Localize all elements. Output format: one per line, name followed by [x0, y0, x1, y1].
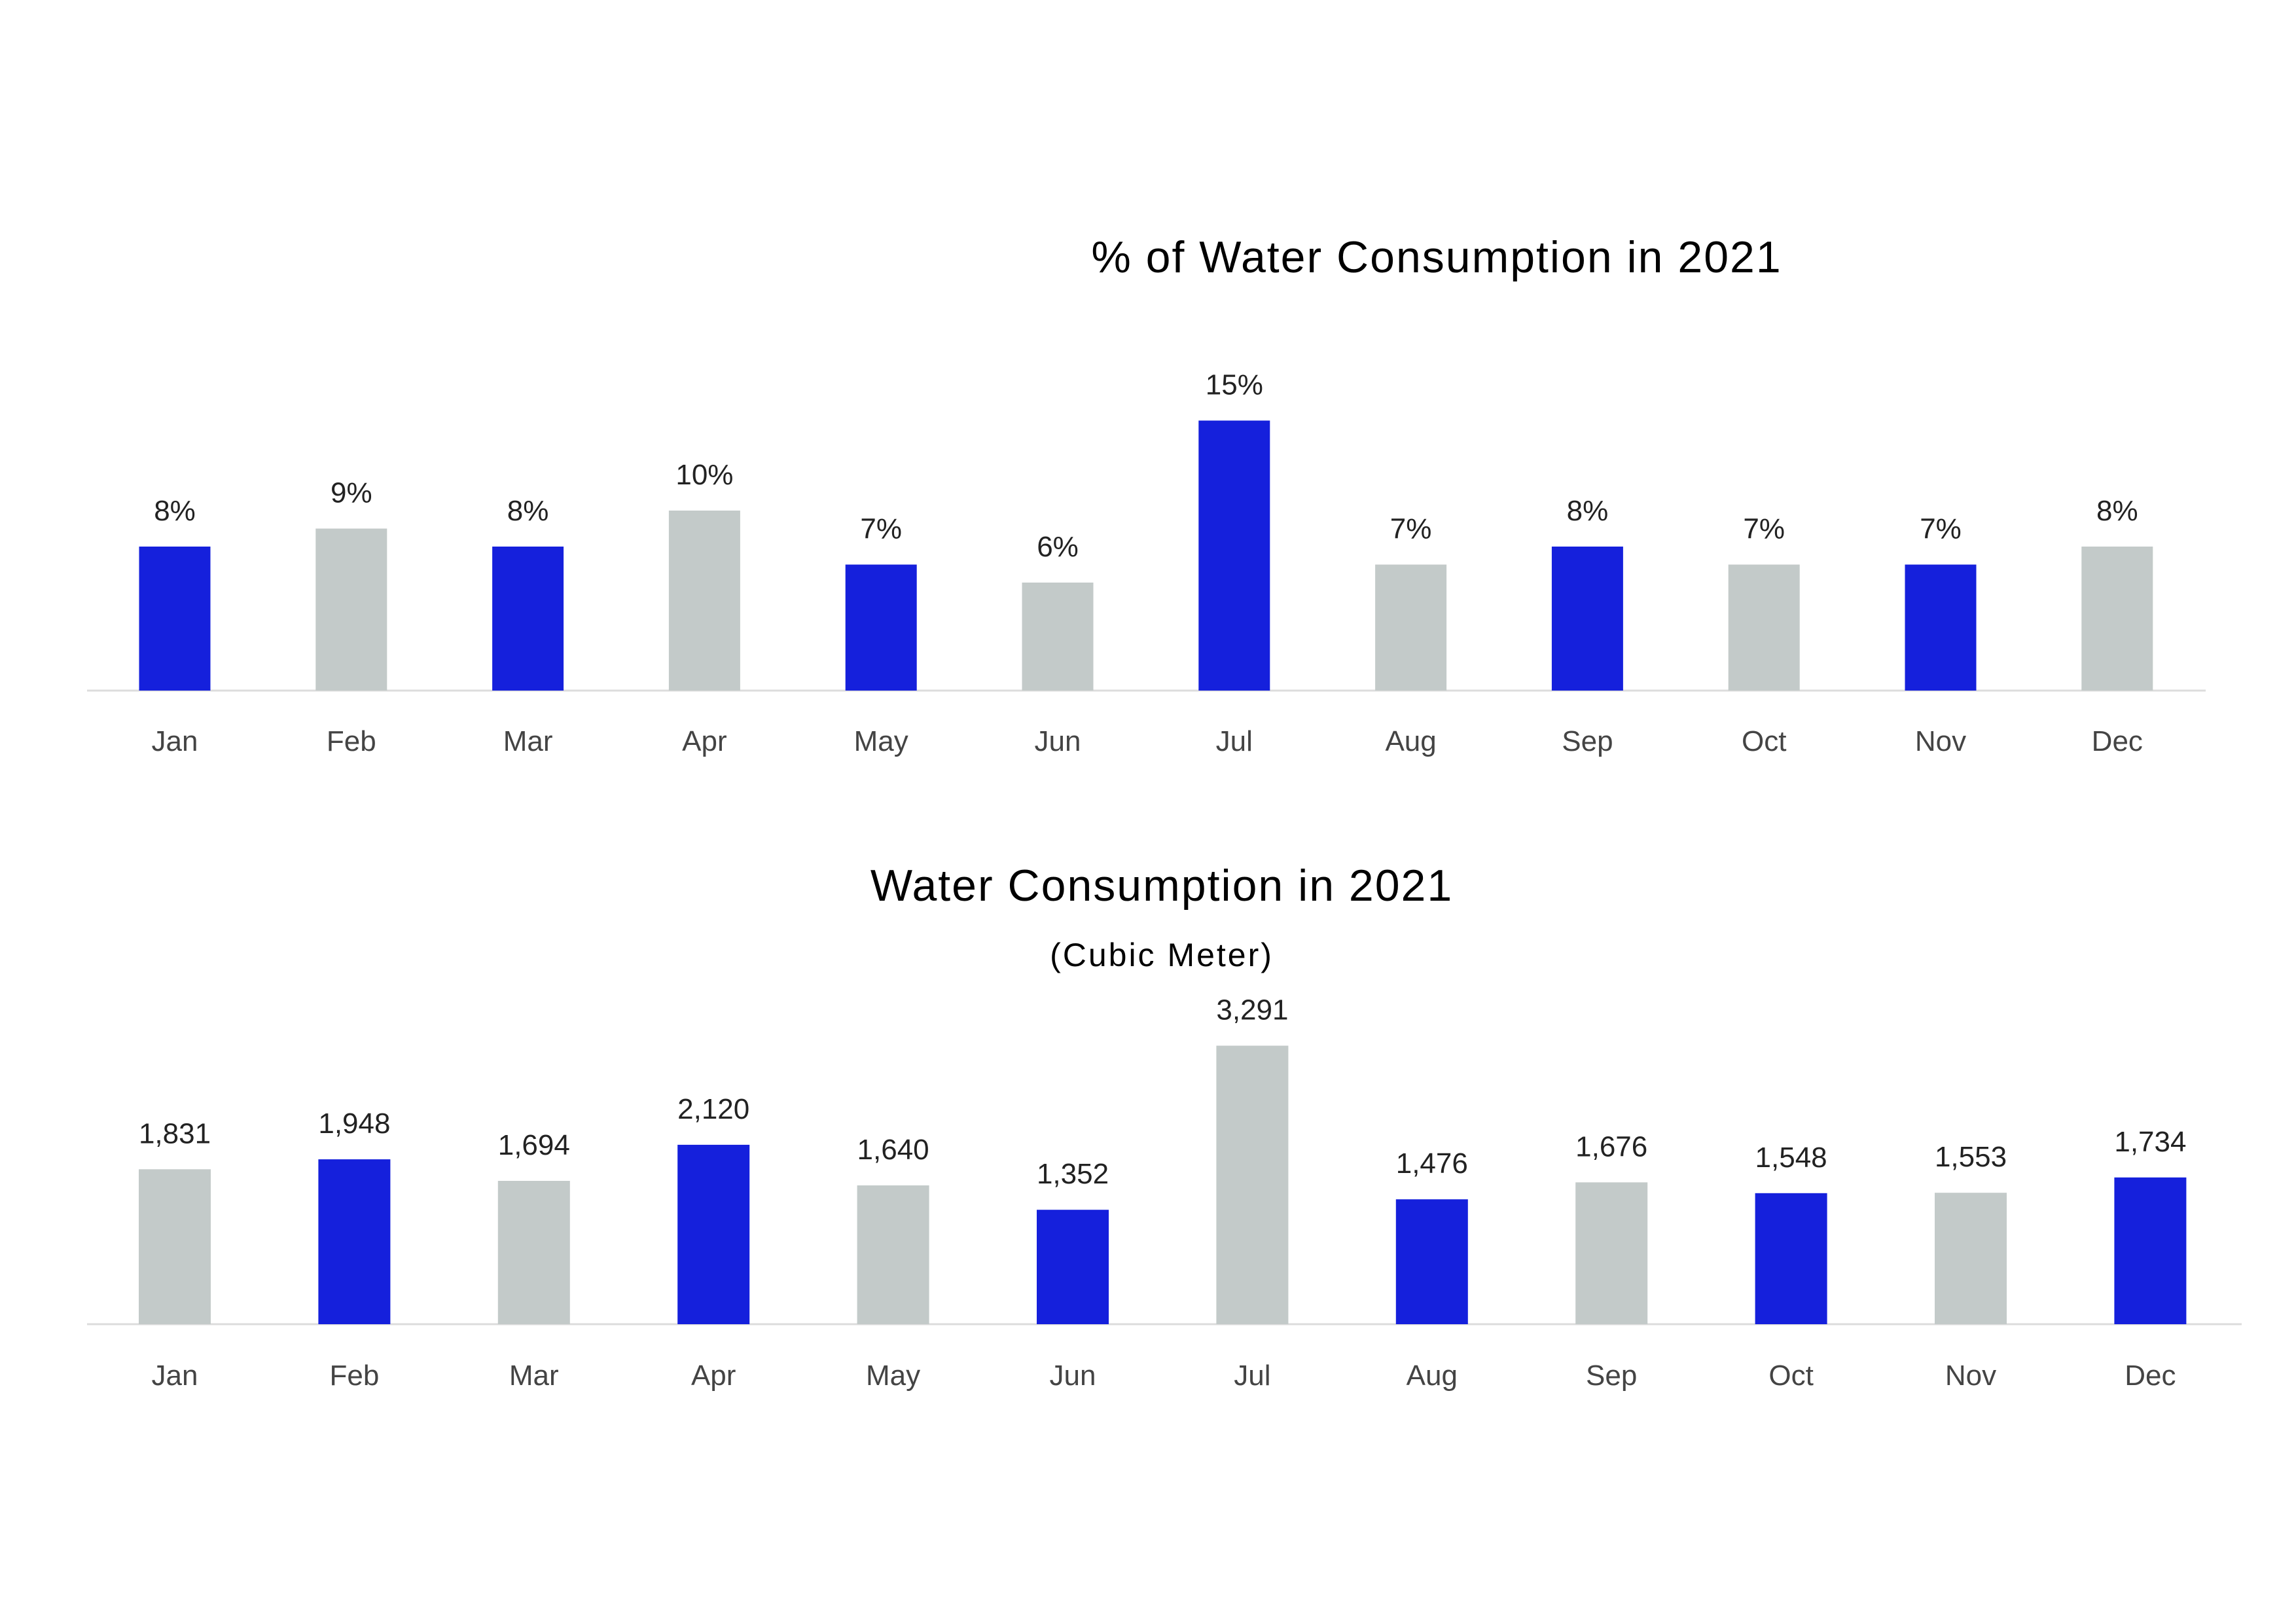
percent-bar-jan: [139, 547, 211, 691]
cubic-value-label-jan: 1,831: [139, 1117, 211, 1149]
cubic-tick-label-oct: Oct: [1768, 1360, 1813, 1392]
percent-bar-aug: [1375, 564, 1447, 691]
cubic-bar-apr: [677, 1144, 750, 1324]
cubic-tick-label-jun: Jun: [1050, 1360, 1096, 1392]
percent-value-label-jun: 6%: [1037, 531, 1079, 563]
percent-value-label-sep: 8%: [1567, 495, 1609, 527]
percent-bar-jun: [1022, 583, 1094, 691]
percent-tick-label-oct: Oct: [1742, 725, 1786, 757]
percent-bar-dec: [2081, 547, 2153, 691]
percent-chart-bars: [139, 420, 2153, 691]
cubic-tick-label-feb: Feb: [329, 1360, 379, 1392]
cubic-tick-label-aug: Aug: [1407, 1360, 1458, 1392]
cubic-bar-sep: [1575, 1182, 1648, 1324]
percent-value-label-nov: 7%: [1920, 513, 1962, 545]
percent-value-label-apr: 10%: [675, 459, 733, 491]
cubic-tick-label-jul: Jul: [1234, 1360, 1270, 1392]
cubic-bar-dec: [2114, 1177, 2187, 1324]
cubic-value-label-nov: 1,553: [1935, 1141, 2007, 1173]
percent-bar-nov: [1905, 564, 1977, 691]
percent-bar-mar: [492, 547, 564, 691]
cubic-bar-aug: [1395, 1199, 1468, 1324]
percent-tick-label-nov: Nov: [1915, 725, 1966, 757]
percent-bar-apr: [668, 511, 740, 691]
cubic-tick-label-may: May: [866, 1360, 920, 1392]
percent-value-label-oct: 7%: [1743, 513, 1785, 545]
percent-tick-label-jun: Jun: [1035, 725, 1081, 757]
percent-bar-jul: [1198, 420, 1270, 691]
cubic-value-label-feb: 1,948: [318, 1108, 390, 1140]
cubic-chart-subtitle: (Cubic Meter): [1050, 937, 1274, 973]
cubic-tick-label-mar: Mar: [509, 1360, 559, 1392]
cubic-value-label-sep: 1,676: [1575, 1130, 1647, 1163]
cubic-bar-nov: [1935, 1193, 2007, 1324]
percent-value-label-jan: 8%: [154, 495, 196, 527]
cubic-bar-mar: [497, 1181, 570, 1324]
cubic-chart-title: Water Consumption in 2021: [870, 861, 1453, 911]
cubic-value-label-may: 1,640: [857, 1134, 929, 1166]
cubic-bar-feb: [318, 1159, 391, 1324]
percent-tick-label-may: May: [854, 725, 908, 757]
percent-value-label-mar: 8%: [507, 495, 549, 527]
cubic-chart-tick-labels: Jan Feb Mar Apr May Jun Jul Aug Sep Oct Nov Dec: [152, 1360, 2176, 1392]
percent-chart-value-labels: 8% 9% 8% 10% 7% 6% 15% 7% 8% 7% 7% 8%: [154, 369, 2138, 564]
cubic-value-label-oct: 1,548: [1755, 1142, 1827, 1174]
percent-chart-tick-labels: Jan Feb Mar Apr May Jun Jul Aug Sep Oct Nov Dec: [152, 725, 2143, 757]
percent-bar-feb: [315, 528, 387, 691]
percent-tick-label-mar: Mar: [503, 725, 553, 757]
percent-tick-label-apr: Apr: [682, 725, 726, 757]
percent-value-label-aug: 7%: [1390, 513, 1432, 545]
percent-tick-label-sep: Sep: [1562, 725, 1613, 757]
cubic-chart-bars: [139, 1045, 2187, 1324]
percent-tick-label-jan: Jan: [152, 725, 198, 757]
percent-value-label-dec: 8%: [2096, 495, 2138, 527]
percent-value-label-feb: 9%: [331, 477, 372, 509]
cubic-chart-value-labels: 1,831 1,948 1,694 2,120 1,640 1,352 3,291 1,476…: [139, 994, 2187, 1191]
percent-tick-label-jul: Jul: [1216, 725, 1253, 757]
cubic-tick-label-dec: Dec: [2125, 1360, 2176, 1392]
cubic-bar-may: [857, 1185, 929, 1324]
percent-consumption-chart: % of Water Consumption in 2021 8% 9% 8% 10%…: [87, 232, 2206, 757]
cubic-bar-oct: [1755, 1193, 1827, 1324]
percent-bar-sep: [1551, 547, 1623, 691]
percent-value-label-may: 7%: [860, 513, 902, 545]
cubic-tick-label-nov: Nov: [1945, 1360, 1996, 1392]
cubic-value-label-mar: 1,694: [498, 1129, 570, 1161]
percent-tick-label-aug: Aug: [1385, 725, 1436, 757]
cubic-value-label-dec: 1,734: [2114, 1126, 2186, 1158]
percent-tick-label-feb: Feb: [327, 725, 376, 757]
cubic-value-label-jul: 3,291: [1216, 994, 1288, 1026]
cubic-bar-jan: [139, 1169, 211, 1324]
cubic-tick-label-sep: Sep: [1586, 1360, 1637, 1392]
cubic-meter-consumption-chart: Water Consumption in 2021 (Cubic Meter) …: [87, 861, 2242, 1392]
cubic-value-label-aug: 1,476: [1396, 1147, 1468, 1180]
percent-bar-oct: [1728, 564, 1800, 691]
cubic-value-label-jun: 1,352: [1037, 1158, 1109, 1190]
percent-bar-may: [845, 564, 917, 691]
cubic-bar-jun: [1037, 1210, 1109, 1324]
cubic-value-label-apr: 2,120: [677, 1093, 749, 1125]
percent-chart-title: % of Water Consumption in 2021: [1091, 232, 1782, 282]
percent-tick-label-dec: Dec: [2092, 725, 2143, 757]
percent-value-label-jul: 15%: [1206, 369, 1263, 401]
cubic-tick-label-jan: Jan: [152, 1360, 198, 1392]
cubic-bar-jul: [1216, 1045, 1289, 1324]
cubic-tick-label-apr: Apr: [691, 1360, 736, 1392]
